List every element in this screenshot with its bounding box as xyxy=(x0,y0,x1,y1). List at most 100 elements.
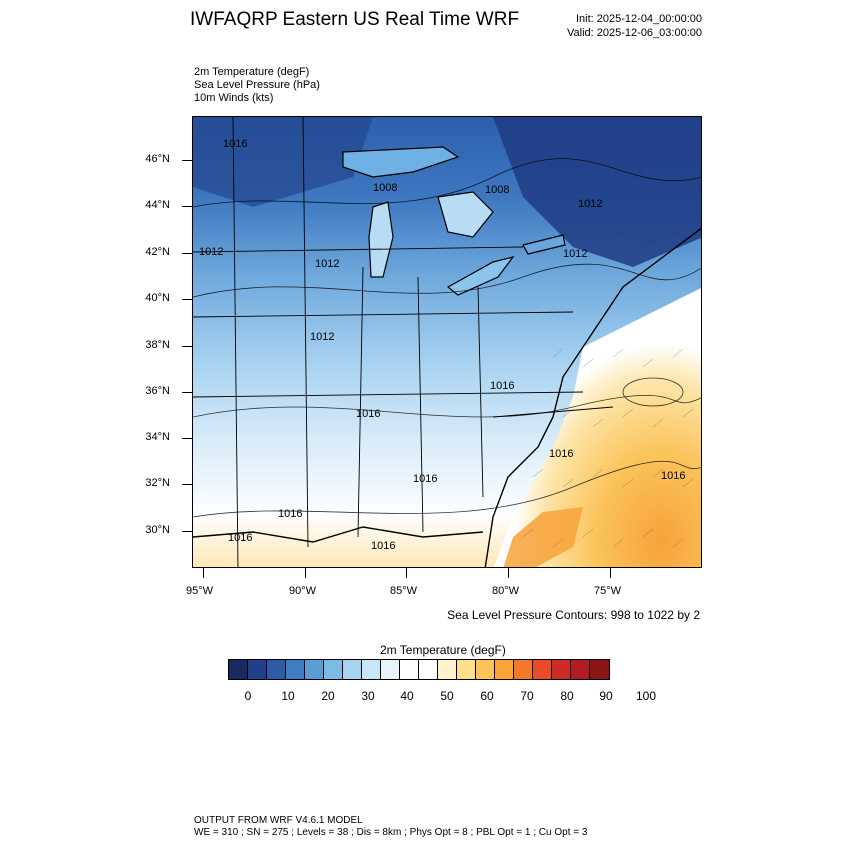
lat-label: 36°N xyxy=(145,385,170,397)
colorbar-label: 90 xyxy=(599,689,613,703)
lat-tick xyxy=(182,160,192,161)
lake-erie xyxy=(446,256,515,296)
lat-label: 34°N xyxy=(145,431,170,443)
colorbar-swatch xyxy=(324,660,343,679)
colorbar-swatch xyxy=(248,660,267,679)
colorbar-swatch xyxy=(267,660,286,679)
lon-label: 85°W xyxy=(390,585,418,597)
lon-tick xyxy=(406,568,407,578)
pressure-label: 1016 xyxy=(371,540,395,552)
lat-label: 38°N xyxy=(145,339,170,351)
colorbar-swatch xyxy=(495,660,514,679)
pressure-label: 1016 xyxy=(278,508,302,520)
colorbar-swatch xyxy=(457,660,476,679)
init-time: Init: 2025-12-04_00:00:00 xyxy=(576,13,702,25)
lon-tick xyxy=(508,568,509,578)
colorbar-swatch xyxy=(533,660,552,679)
colorbar-swatch xyxy=(514,660,533,679)
colorbar-swatch xyxy=(305,660,324,679)
colorbar-swatch xyxy=(571,660,590,679)
contour-note: Sea Level Pressure Contours: 998 to 1022… xyxy=(447,608,700,622)
pressure-label: 1012 xyxy=(199,246,223,258)
lon-label: 80°W xyxy=(492,585,520,597)
pressure-label: 1016 xyxy=(549,448,573,460)
lat-label: 46°N xyxy=(145,153,170,165)
weather-map: 1008 1008 1012 1012 1012 1012 1012 1016 … xyxy=(192,116,702,568)
colorbar-swatch xyxy=(476,660,495,679)
colorbar-title: 2m Temperature (degF) xyxy=(380,643,506,657)
lat-label: 40°N xyxy=(145,292,170,304)
footer-model: OUTPUT FROM WRF V4.6.1 MODEL xyxy=(194,815,363,826)
map-canvas: 1008 1008 1012 1012 1012 1012 1012 1016 … xyxy=(193,117,701,567)
pressure-label: 1016 xyxy=(356,408,380,420)
state-boundaries xyxy=(193,117,614,567)
pressure-label: 1016 xyxy=(490,380,514,392)
pressure-label: 1012 xyxy=(310,331,334,343)
pressure-label: 1012 xyxy=(315,258,339,270)
lat-label: 42°N xyxy=(145,246,170,258)
gulf-coastline xyxy=(193,526,484,543)
colorbar-swatch xyxy=(286,660,305,679)
pressure-label: 1016 xyxy=(223,138,247,150)
colorbar-swatch xyxy=(400,660,419,679)
colorbar-label: 80 xyxy=(560,689,574,703)
footer-config: WE = 310 ; SN = 275 ; Levels = 38 ; Dis … xyxy=(194,827,588,838)
pressure-label: 1008 xyxy=(373,182,397,194)
lon-label: 75°W xyxy=(594,585,622,597)
lon-label: 95°W xyxy=(186,585,214,597)
colorbar-swatch xyxy=(343,660,362,679)
colorbar-label: 10 xyxy=(281,689,295,703)
lat-label: 30°N xyxy=(145,524,170,536)
colorbar-swatch xyxy=(590,660,609,679)
pressure-label: 1012 xyxy=(563,248,587,260)
cold-region-northeast xyxy=(493,117,701,267)
lake-michigan xyxy=(368,201,394,278)
colorbar-label: 70 xyxy=(520,689,534,703)
lat-tick xyxy=(182,206,192,207)
colorbar-swatch xyxy=(419,660,438,679)
lat-label: 44°N xyxy=(145,199,170,211)
lake-ontario xyxy=(522,234,566,255)
field-label-winds: 10m Winds (kts) xyxy=(194,92,274,104)
pressure-label: 1016 xyxy=(413,473,437,485)
valid-time: Valid: 2025-12-06_03:00:00 xyxy=(567,27,702,39)
pressure-label: 1016 xyxy=(661,470,685,482)
lat-tick xyxy=(182,438,192,439)
field-label-temperature: 2m Temperature (degF) xyxy=(194,66,310,78)
colorbar-swatch xyxy=(229,660,248,679)
colorbar-label: 60 xyxy=(480,689,494,703)
colorbar-swatch xyxy=(552,660,571,679)
isobars xyxy=(193,158,701,518)
lake-huron xyxy=(437,191,494,238)
lon-tick xyxy=(203,568,204,578)
colorbar-swatch xyxy=(381,660,400,679)
lake-superior xyxy=(342,146,460,178)
lat-tick xyxy=(182,299,192,300)
pressure-label: 1008 xyxy=(485,184,509,196)
colorbar-label: 100 xyxy=(635,689,657,703)
colorbar-swatch xyxy=(362,660,381,679)
warm-region-atlantic xyxy=(493,288,701,567)
lat-tick xyxy=(182,392,192,393)
lat-label: 32°N xyxy=(145,477,170,489)
warm-core xyxy=(503,507,583,567)
colorbar-label: 0 xyxy=(244,689,252,703)
cold-region-northwest xyxy=(193,117,373,207)
pressure-label: 1016 xyxy=(228,532,252,544)
lon-label: 90°W xyxy=(289,585,317,597)
lon-tick xyxy=(610,568,611,578)
lat-tick xyxy=(182,253,192,254)
colorbar-label: 30 xyxy=(361,689,375,703)
colorbar-swatch xyxy=(438,660,457,679)
colorbar-label: 50 xyxy=(440,689,454,703)
wind-barbs xyxy=(522,168,694,548)
lat-tick xyxy=(182,484,192,485)
pressure-label: 1012 xyxy=(578,198,602,210)
colorbar-label: 40 xyxy=(400,689,414,703)
field-label-pressure: Sea Level Pressure (hPa) xyxy=(194,79,320,91)
atlantic-coastline xyxy=(484,227,701,567)
colorbar xyxy=(228,659,610,680)
map-title: IWFAQRP Eastern US Real Time WRF xyxy=(190,9,520,30)
lat-tick xyxy=(182,531,192,532)
lon-tick xyxy=(305,568,306,578)
